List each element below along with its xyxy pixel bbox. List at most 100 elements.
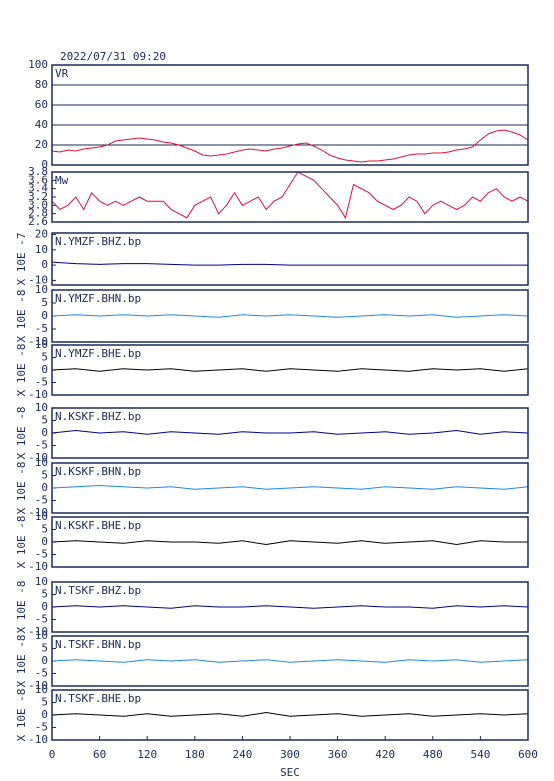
y-tick-label: 3.0: [28, 198, 48, 211]
y-tick-label: 10: [35, 283, 48, 296]
series-line: [51, 540, 528, 546]
y-tick-label: -10: [28, 273, 48, 286]
y-axis-label: X 10E -7: [15, 233, 28, 286]
y-tick-label: 10: [35, 338, 48, 351]
series-line: [51, 261, 528, 266]
y-tick-label: 0: [41, 481, 48, 494]
y-tick-label: 0: [41, 426, 48, 439]
y-tick-label: 10: [35, 575, 48, 588]
series-line: [51, 605, 529, 609]
y-tick-label: 0: [41, 708, 48, 721]
y-tick-label: -10: [28, 335, 48, 348]
y-axis-label: X 10E -8: [15, 462, 28, 515]
panel-frame: [51, 407, 529, 459]
series-line: [51, 171, 529, 220]
panel-frame: [51, 171, 529, 223]
y-tick-label: -5: [35, 721, 48, 734]
y-tick-label: -5: [35, 667, 48, 680]
x-tick-label: 180: [185, 748, 205, 761]
x-tick-label: 300: [280, 748, 300, 761]
x-tick-label: 540: [470, 748, 490, 761]
series-label: Mw: [55, 174, 69, 187]
y-axis-label: X 10E -8: [15, 344, 28, 397]
y-axis-label: X 10E -8: [15, 689, 28, 742]
y-tick-label: 2.8: [28, 207, 48, 220]
y-tick-label: 20: [35, 228, 48, 241]
x-tick-label: 480: [423, 748, 443, 761]
y-tick-label: 5: [41, 351, 48, 364]
y-tick-label: 20: [35, 138, 48, 151]
panel-frame: [51, 581, 529, 633]
panel-frame: [51, 232, 529, 286]
y-tick-label: 3.2: [28, 190, 48, 203]
y-tick-label: 60: [35, 98, 48, 111]
y-tick-label: -10: [28, 733, 48, 746]
y-tick-label: -10: [28, 679, 48, 692]
y-tick-label: -5: [35, 376, 48, 389]
y-tick-label: 10: [35, 401, 48, 414]
y-tick-label: 2.6: [28, 215, 48, 228]
panel-frame: [51, 344, 529, 396]
series-line: [51, 314, 529, 318]
series-label: N.KSKF.BHN.bp: [55, 465, 141, 478]
y-tick-label: 80: [35, 78, 48, 91]
y-tick-label: 0: [41, 158, 48, 171]
y-axis-label: X 10E -8: [15, 581, 28, 634]
series-label: N.YMZF.BHE.bp: [55, 347, 141, 360]
panel-frame: [51, 462, 529, 514]
series-line: [51, 429, 529, 435]
x-tick-label: 120: [137, 748, 157, 761]
y-axis-label: X 10E -8: [15, 516, 28, 569]
y-tick-label: -10: [28, 451, 48, 464]
x-tick-label: 60: [93, 748, 106, 761]
y-tick-label: -10: [28, 560, 48, 573]
y-tick-label: 3.4: [28, 182, 48, 195]
y-axis-label: X 10E -8: [15, 407, 28, 460]
y-tick-label: 5: [41, 296, 48, 309]
x-tick-label: 360: [328, 748, 348, 761]
panel-frame: [51, 516, 529, 568]
series-label: N.TSKF.BHN.bp: [55, 638, 141, 651]
y-tick-label: -10: [28, 506, 48, 519]
y-tick-label: 5: [41, 469, 48, 482]
y-tick-label: 10: [35, 629, 48, 642]
y-tick-label: 0: [41, 363, 48, 376]
y-tick-label: -5: [35, 613, 48, 626]
y-tick-label: 0: [41, 258, 48, 271]
series-label: N.TSKF.BHE.bp: [55, 692, 141, 705]
series-label: N.YMZF.BHZ.bp: [55, 235, 141, 248]
panel-frame: [51, 289, 529, 343]
series-label: N.TSKF.BHZ.bp: [55, 584, 141, 597]
series-line: [51, 484, 529, 490]
y-tick-label: 10: [35, 683, 48, 696]
y-tick-label: 5: [41, 642, 48, 655]
y-tick-label: 5: [41, 414, 48, 427]
y-axis-label: X 10E -8: [15, 290, 28, 343]
y-tick-label: 0: [41, 654, 48, 667]
y-tick-label: -10: [28, 388, 48, 401]
y-tick-label: 3.6: [28, 173, 48, 186]
series-line: [51, 129, 529, 163]
y-tick-label: 0: [41, 309, 48, 322]
series-label: N.KSKF.BHE.bp: [55, 519, 141, 532]
series-label: N.KSKF.BHZ.bp: [55, 410, 141, 423]
y-tick-label: 3.8: [28, 165, 48, 178]
y-tick-label: 10: [35, 456, 48, 469]
y-tick-label: 10: [35, 243, 48, 256]
series-line: [51, 711, 529, 717]
y-tick-label: 5: [41, 523, 48, 536]
x-tick-label: 420: [375, 748, 395, 761]
series-label: VR: [55, 67, 69, 80]
chart-title: 2022/07/31 09:20: [60, 50, 166, 63]
y-tick-label: 10: [35, 510, 48, 523]
y-tick-label: 0: [41, 535, 48, 548]
y-tick-label: 0: [41, 600, 48, 613]
y-tick-label: 5: [41, 696, 48, 709]
series-line: [51, 368, 529, 372]
series-label: N.YMZF.BHN.bp: [55, 292, 141, 305]
panel-frame: [51, 64, 529, 166]
y-tick-label: 40: [35, 118, 48, 131]
y-tick-label: -5: [35, 494, 48, 507]
panel-frame: [51, 635, 529, 687]
